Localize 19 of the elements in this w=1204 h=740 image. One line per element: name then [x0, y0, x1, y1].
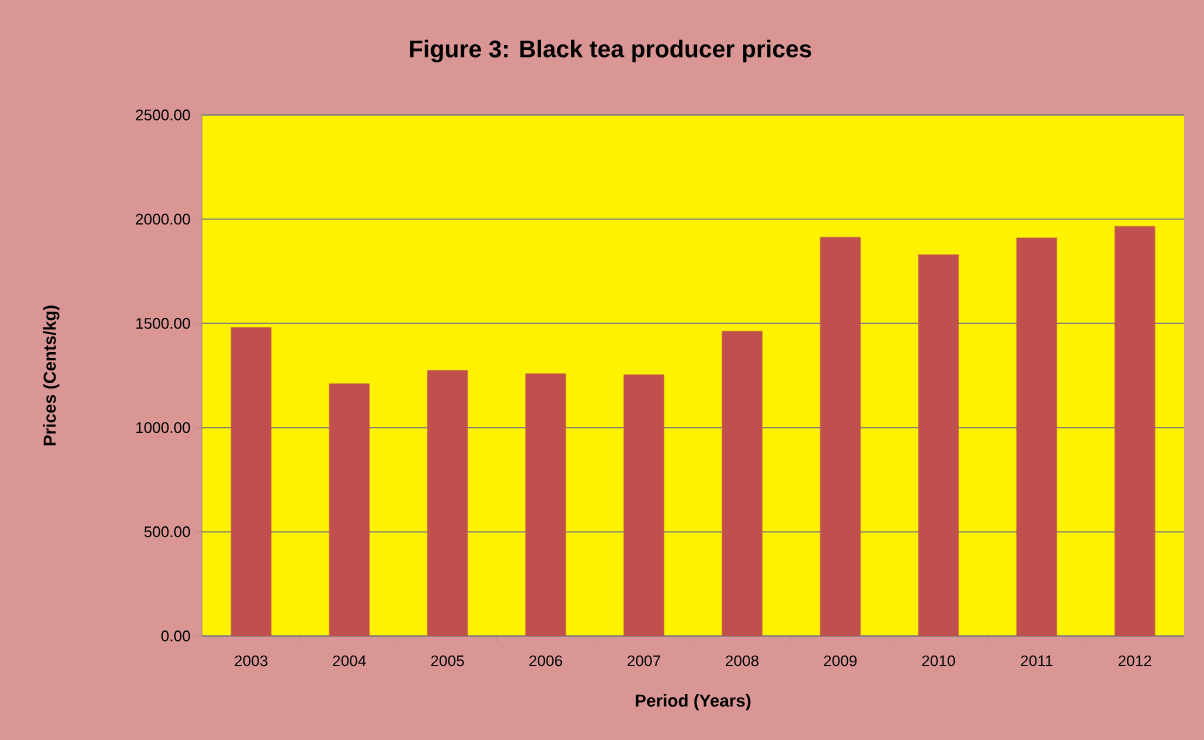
x-tick-label: 2011: [1020, 655, 1053, 667]
x-tick-label: 2008: [725, 655, 759, 667]
y-axis-title: Prices (Cents/kg): [43, 305, 60, 446]
x-axis-title: Period (Years): [635, 694, 751, 711]
y-tick-label: 1500.00: [136, 317, 191, 329]
x-tick-label: 2005: [431, 655, 464, 667]
x-tick-label: 2003: [234, 655, 268, 667]
x-tick-label: 2012: [1118, 655, 1152, 667]
y-tick-label: 1000.00: [136, 422, 191, 434]
y-tick-label: 0.00: [161, 630, 191, 642]
x-tick-label: 2009: [824, 655, 857, 667]
y-tick-label: 2000.00: [135, 213, 191, 225]
x-tick-label: 2006: [529, 655, 563, 667]
chart-title: Figure 3: Black tea producer prices: [410, 39, 812, 63]
y-tick-label: 2500.00: [135, 109, 191, 121]
y-tick-label: 500.00: [144, 526, 191, 538]
x-tick-label: 2010: [922, 655, 955, 667]
x-tick-label: 2004: [333, 655, 366, 667]
x-tick-label: 2007: [627, 655, 661, 667]
